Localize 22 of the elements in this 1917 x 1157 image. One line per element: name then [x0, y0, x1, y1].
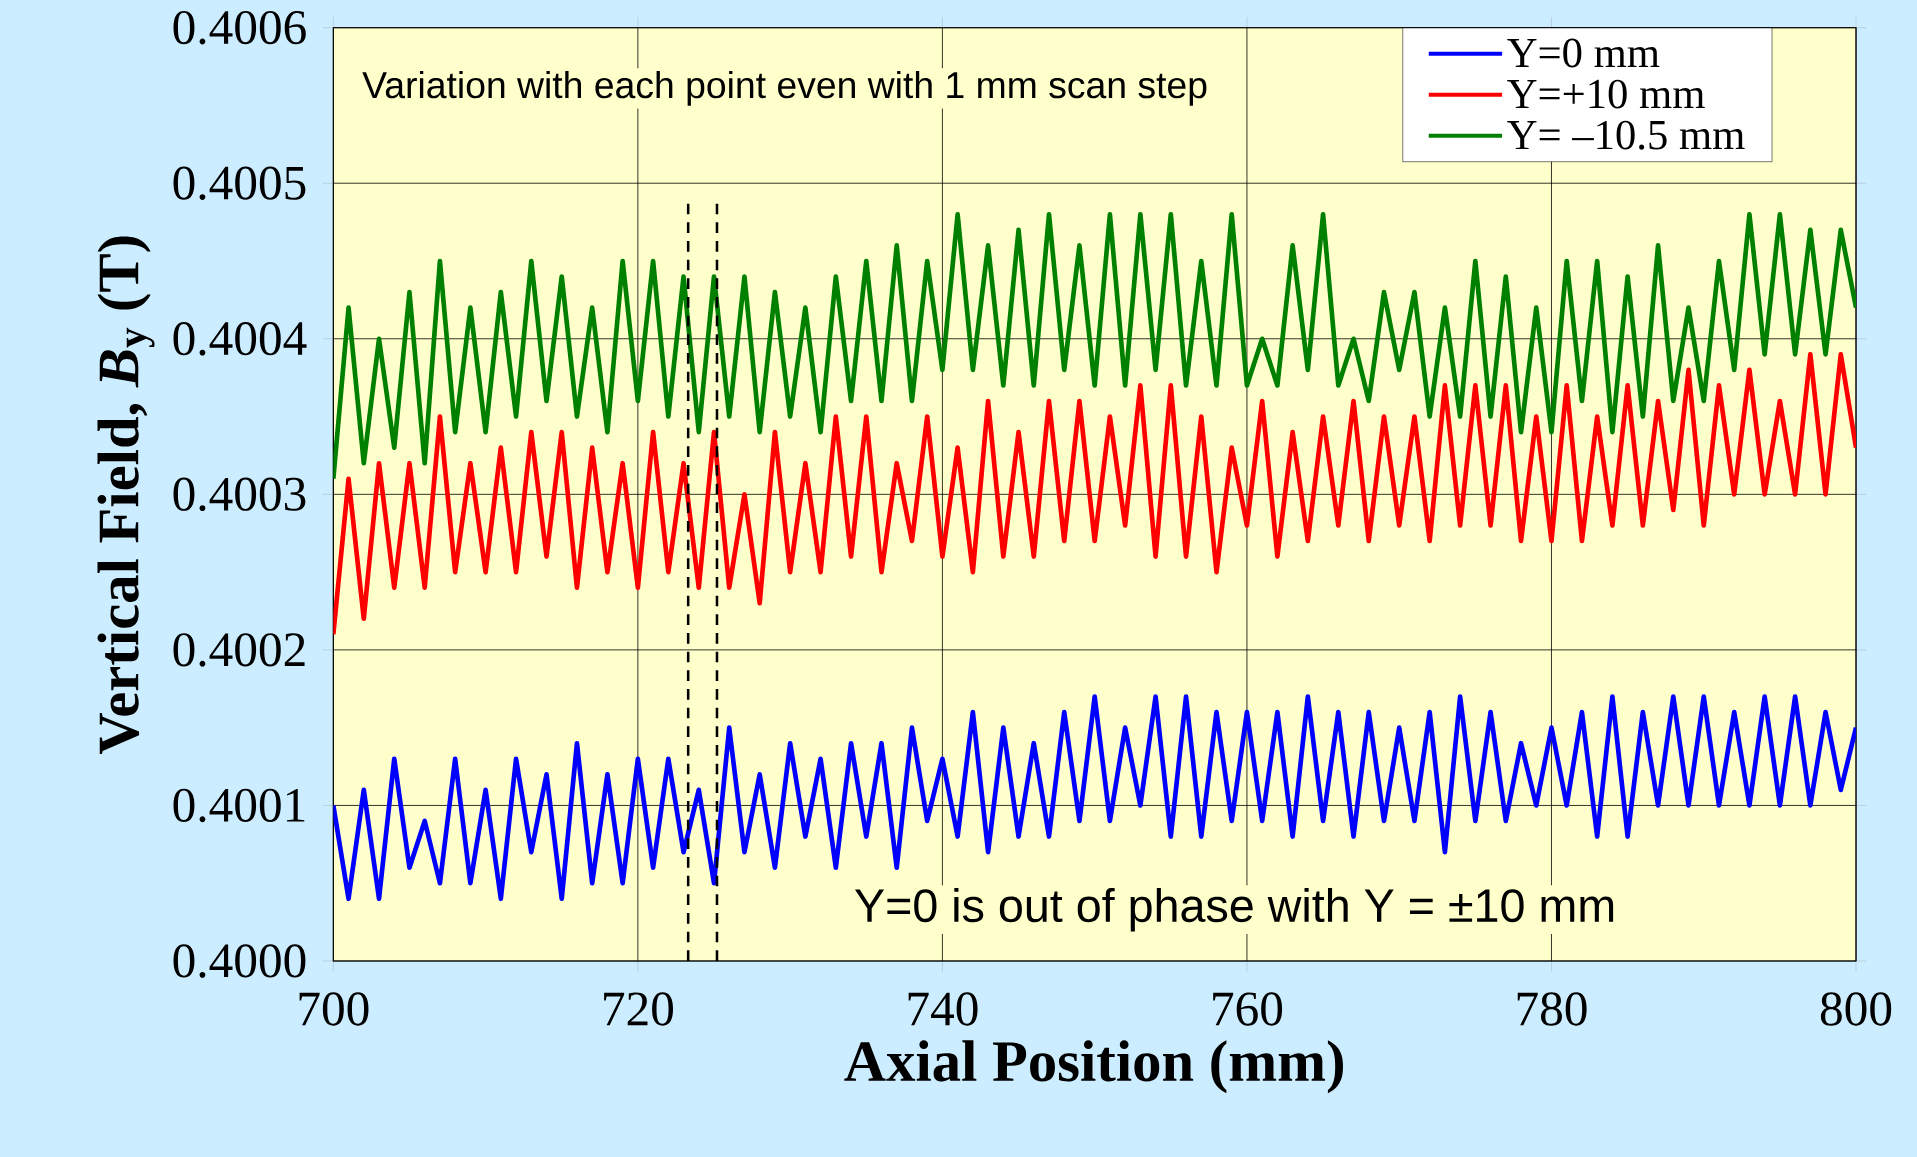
x-tick-label: 740	[908, 992, 978, 1026]
legend-label: Y=0 mm	[1507, 38, 1660, 68]
line-series	[333, 211, 1857, 482]
y-tick-label: 0.4001	[173, 788, 305, 823]
y-axis-title: Vertical Field, B$_{y}$ (T)	[97, 236, 155, 755]
y-tick-label: 0.4003	[173, 477, 306, 512]
annotation: Variation with each point even with 1 mm scan step	[362, 70, 1207, 106]
legend-label: Y= –10.5 mm	[1507, 120, 1745, 150]
x-tick-label: 800	[1820, 992, 1892, 1026]
y-tick-label: 0.4000	[173, 944, 306, 978]
x-tick-label: 700	[299, 992, 369, 1026]
legend-label: Y=+10 mm	[1507, 79, 1705, 109]
y-tick-label: 0.4005	[173, 166, 306, 200]
annotation: Y=0 is out of phase with Y = ±10 mm	[855, 887, 1614, 932]
line-series	[333, 351, 1857, 637]
y-tick-label: 0.4004	[173, 322, 307, 356]
x-tick-label: 780	[1517, 992, 1587, 1026]
x-tick-label: 720	[604, 992, 673, 1026]
x-tick-label: 760	[1213, 992, 1283, 1026]
x-axis-title: Axial Position (mm)	[844, 1040, 1343, 1094]
y-tick-label: 0.4006	[173, 10, 306, 45]
y-tick-label: 0.4002	[173, 633, 305, 667]
